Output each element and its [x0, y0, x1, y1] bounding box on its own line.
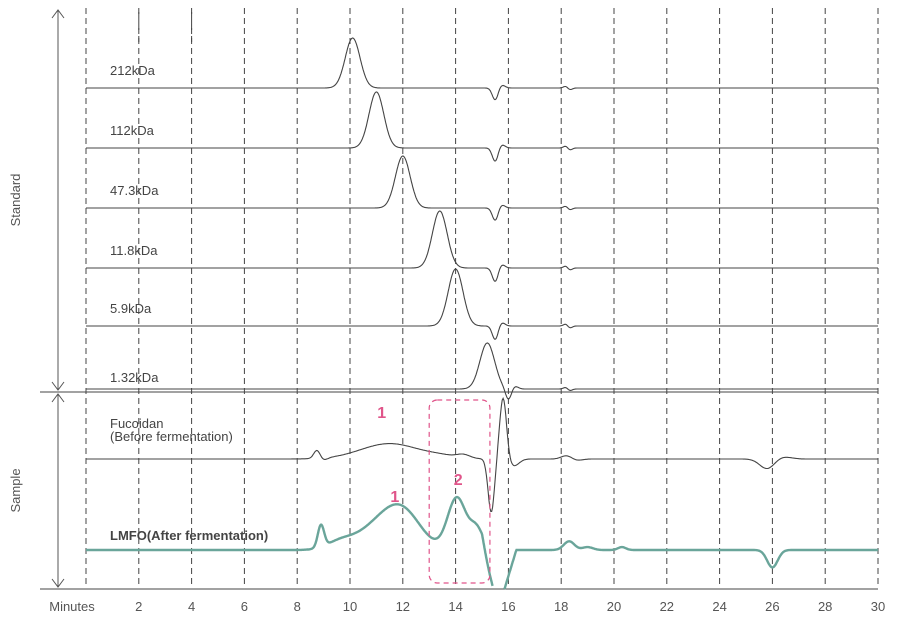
peak-annotation-2: 2 [454, 472, 463, 489]
traces [86, 37, 878, 590]
x-tick-label: 4 [188, 599, 195, 614]
x-tick-label: 22 [660, 599, 674, 614]
x-tick-label: 8 [294, 599, 301, 614]
series-trace-5-9kda [297, 268, 878, 340]
series-trace-47-3kda [297, 155, 878, 221]
x-tick-label: 26 [765, 599, 779, 614]
series-label: 1.32kDa [110, 370, 159, 385]
x-tick-label: 30 [871, 599, 885, 614]
series-trace-11-8kda [297, 210, 878, 282]
standard-bracket-arrow-top [51, 9, 65, 19]
series-label: 212kDa [110, 63, 156, 78]
x-tick-label: 24 [712, 599, 726, 614]
x-tick-label: 6 [241, 599, 248, 614]
series-label: 5.9kDa [110, 301, 152, 316]
x-tick-label: 12 [396, 599, 410, 614]
x-tick-label: 20 [607, 599, 621, 614]
series-label: Fucoidan [110, 416, 163, 431]
series-trace-lmfo-after-fermentation- [503, 540, 878, 590]
series-trace-1-32kda [297, 342, 878, 400]
x-tick-label: 16 [501, 599, 515, 614]
series-trace-lmfo-after-fermentation- [86, 495, 494, 587]
series-trace-112kda [297, 91, 878, 162]
highlight-box [428, 399, 491, 584]
series-label: (Before fermentation) [110, 429, 233, 444]
section-label-sample: Sample [8, 468, 23, 512]
series-label: 11.8kDa [110, 243, 158, 258]
series-label: 112kDa [110, 123, 155, 138]
x-tick-label: 10 [343, 599, 357, 614]
x-tick-label: 28 [818, 599, 832, 614]
sample-bracket-arrow-bottom [51, 578, 65, 588]
x-tick-label: 2 [135, 599, 142, 614]
peak-annotation-1: 1 [377, 405, 386, 422]
standard-bracket-arrow-bottom [51, 381, 65, 391]
peak-annotation-1: 1 [390, 489, 399, 506]
grid-lines [40, 8, 879, 590]
x-tick-label: 14 [448, 599, 462, 614]
series-trace-fucoidan-before-fermentation- [86, 397, 878, 513]
series-label: 47.3kDa [110, 183, 159, 198]
x-tick-label: 18 [554, 599, 568, 614]
series-trace-212kda [297, 37, 878, 101]
sample-bracket-arrow-top [51, 393, 65, 403]
x-axis-title: Minutes [49, 599, 95, 614]
series-label: LMFO(After fermentation) [110, 528, 268, 543]
section-brackets [51, 9, 65, 588]
section-label-standard: Standard [8, 174, 23, 227]
